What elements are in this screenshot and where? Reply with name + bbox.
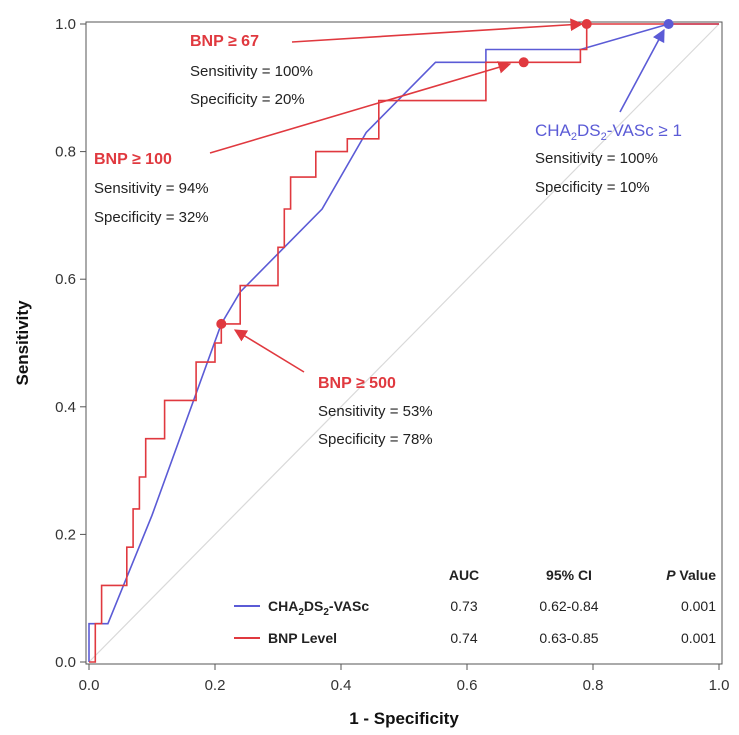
y-tick-label: 0.6 bbox=[55, 271, 76, 288]
legend-p-bnp-level: 0.001 bbox=[681, 630, 716, 646]
x-tick-label: 1.0 bbox=[709, 677, 730, 694]
x-tick-label: 0.8 bbox=[583, 677, 604, 694]
series-line-cha2ds2-vasc bbox=[88, 23, 719, 662]
legend-auc-bnp-level: 0.74 bbox=[450, 630, 477, 646]
annotation-cha-1-title: CHA2DS2-VASc ≥ 1 bbox=[535, 121, 682, 143]
legend-label-cha2ds2-vasc: CHA2DS2-VASc bbox=[268, 598, 369, 618]
annotation-bnp-67-specificity: Specificity = 20% bbox=[190, 91, 305, 108]
annotation-cha-1-sensitivity: Sensitivity = 100% bbox=[535, 150, 658, 167]
arrow-bnp-500 bbox=[233, 329, 305, 373]
annotation-bnp-500-title: BNP ≥ 500 bbox=[318, 375, 396, 392]
legend-ci-cha2ds2-vasc: 0.62-0.84 bbox=[539, 598, 598, 614]
annotation-bnp-500-sensitivity: Sensitivity = 53% bbox=[318, 403, 433, 420]
series-line-bnp-level bbox=[89, 23, 719, 663]
annotation-bnp-500-specificity: Specificity = 78% bbox=[318, 431, 433, 448]
point-cha-1 bbox=[663, 19, 674, 29]
point-bnp-500 bbox=[216, 318, 227, 329]
y-tick-label: 0.8 bbox=[55, 144, 76, 161]
point-bnp-100 bbox=[518, 57, 529, 68]
legend-ci-bnp-level: 0.63-0.85 bbox=[539, 630, 598, 646]
x-tick-label: 0.0 bbox=[79, 677, 100, 694]
x-axis-ticks: 0.0 0.2 0.4 0.6 0.8 1.0 bbox=[79, 664, 730, 694]
x-axis-title: 1 - Specificity bbox=[349, 709, 459, 728]
x-tick-label: 0.2 bbox=[205, 677, 226, 694]
annotation-cha-1-specificity: Specificity = 10% bbox=[535, 179, 650, 196]
legend-label-bnp-level: BNP Level bbox=[268, 630, 337, 646]
legend-header-auc: AUC bbox=[449, 567, 479, 583]
y-tick-label: 1.0 bbox=[55, 16, 76, 33]
y-axis-title: Sensitivity bbox=[13, 300, 32, 386]
arrow-bnp-100 bbox=[209, 61, 512, 154]
annotation-bnp-67-title: BNP ≥ 67 bbox=[190, 33, 259, 50]
x-tick-label: 0.6 bbox=[457, 677, 478, 694]
threshold-points bbox=[216, 19, 674, 329]
arrow-bnp-67 bbox=[291, 18, 584, 43]
annotation-bnp-67-sensitivity: Sensitivity = 100% bbox=[190, 63, 313, 80]
x-tick-label: 0.4 bbox=[331, 677, 352, 694]
arrow-cha-1 bbox=[619, 28, 665, 113]
annotation-bnp-100-sensitivity: Sensitivity = 94% bbox=[94, 180, 209, 197]
plot-area bbox=[85, 21, 723, 665]
legend-table: AUC 95% CI P Value CHA2DS2-VASc 0.73 0.6… bbox=[234, 567, 716, 646]
point-bnp-67 bbox=[581, 19, 592, 29]
y-tick-label: 0.0 bbox=[55, 654, 76, 671]
annotation-bnp-100-specificity: Specificity = 32% bbox=[94, 209, 209, 226]
legend-header-p: P Value bbox=[666, 567, 716, 583]
reference-diagonal-line bbox=[88, 23, 720, 663]
y-tick-label: 0.2 bbox=[55, 526, 76, 543]
annotation-bnp-100-title: BNP ≥ 100 bbox=[94, 151, 172, 168]
y-tick-label: 0.4 bbox=[55, 399, 76, 416]
legend-header-ci: 95% CI bbox=[546, 567, 592, 583]
legend-auc-cha2ds2-vasc: 0.73 bbox=[450, 598, 477, 614]
y-axis-ticks: 0.0 0.2 0.4 0.6 0.8 1.0 bbox=[55, 16, 86, 671]
legend-p-cha2ds2-vasc: 0.001 bbox=[681, 598, 716, 614]
